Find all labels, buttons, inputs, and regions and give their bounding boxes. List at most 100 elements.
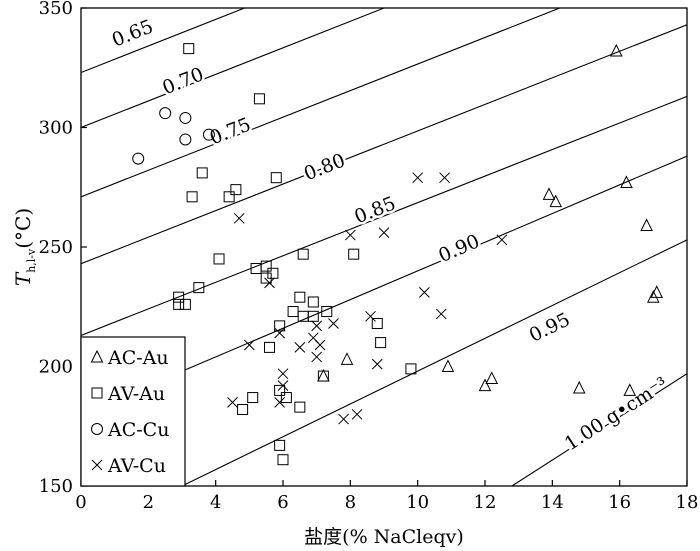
- legend-box: [80, 336, 186, 487]
- data-point-av-au: [294, 401, 306, 413]
- data-point-av-cu: [371, 358, 383, 370]
- x-tick-label: 6: [277, 492, 288, 513]
- y-axis: 150 200 250 300 350: [39, 0, 87, 497]
- data-point-av-au: [405, 363, 417, 375]
- density-label-0-85: 0.85: [351, 192, 398, 228]
- data-point-av-au: [274, 384, 286, 396]
- data-point-ac-au: [650, 285, 664, 298]
- data-point-av-cu: [496, 234, 508, 246]
- legend-marker-av-cu: [91, 459, 103, 471]
- density-line-1-00-g-cm: [511, 373, 687, 486]
- density-label-0-80: 0.80: [301, 149, 348, 185]
- density-label-0-90: 0.90: [435, 230, 483, 267]
- data-point-av-cu: [243, 339, 255, 351]
- data-point-av-cu: [311, 320, 323, 332]
- density-labels: 0.650.700.750.800.850.900.951.00 g•cm⁻³: [106, 13, 674, 458]
- legend-label-ac-au: AC-Au: [107, 347, 169, 369]
- x-axis-label: 盐度(% NaCleqv): [304, 526, 464, 548]
- data-point-ac-au: [609, 43, 623, 57]
- data-point-ac-au: [478, 378, 492, 392]
- data-point-av-cu: [227, 396, 238, 408]
- y-axis-label-main: T: [11, 271, 35, 286]
- data-point-av-au: [193, 282, 205, 294]
- data-point-av-cu: [264, 277, 275, 289]
- data-point-ac-cu: [202, 128, 215, 141]
- data-point-av-cu: [328, 318, 339, 329]
- data-point-ac-cu: [179, 133, 192, 146]
- data-point-av-au: [307, 296, 319, 308]
- x-axis: 0 2 4 6 8 10 12 14 16 18: [75, 480, 698, 513]
- data-point-av-au: [307, 310, 319, 322]
- data-point-ac-au: [623, 383, 637, 396]
- data-point-ac-au: [549, 194, 563, 208]
- y-tick-label: 300: [39, 118, 73, 139]
- data-point-ac-cu: [179, 111, 192, 124]
- x-tick-label: 10: [406, 492, 429, 513]
- data-point-av-cu: [338, 413, 349, 425]
- data-point-av-au: [173, 298, 185, 310]
- y-axis-label-sub: h,l-v: [25, 248, 38, 273]
- data-point-av-au: [287, 306, 299, 318]
- density-line-0-95: [181, 239, 687, 486]
- data-point-av-au: [280, 392, 292, 404]
- data-point-av-au: [375, 337, 387, 349]
- y-tick-label: 200: [39, 357, 73, 378]
- y-tick-label: 350: [39, 0, 73, 19]
- data-point-av-au: [321, 306, 333, 318]
- data-point-av-au: [230, 184, 242, 196]
- data-point-av-cu: [365, 310, 376, 322]
- data-point-av-au: [294, 291, 306, 303]
- data-point-av-au: [223, 191, 235, 203]
- data-point-av-au: [317, 370, 329, 382]
- data-point-av-cu: [277, 380, 289, 391]
- data-point-ac-au: [441, 359, 455, 372]
- data-point-av-au: [183, 43, 195, 55]
- series-ac-cu: [132, 107, 215, 165]
- data-point-av-cu: [294, 342, 306, 353]
- density-label-0-95: 0.95: [526, 308, 574, 346]
- density-line-0-70: [81, 8, 386, 129]
- data-point-ac-au: [340, 352, 354, 365]
- data-point-av-au: [260, 272, 272, 284]
- data-point-ac-au: [640, 218, 653, 231]
- data-point-ac-cu: [159, 107, 172, 120]
- data-point-av-cu: [307, 332, 319, 344]
- data-point-av-au: [196, 167, 208, 179]
- data-point-av-cu: [274, 327, 285, 339]
- x-tick-label: 18: [676, 492, 699, 513]
- density-line-0-75: [81, 8, 562, 198]
- density-line-0-85: [81, 95, 687, 336]
- data-point-ac-au: [542, 187, 556, 200]
- density-label-0-70: 0.70: [159, 63, 206, 99]
- data-point-av-cu: [412, 172, 424, 184]
- data-point-av-au: [348, 248, 360, 260]
- data-point-ac-au: [620, 175, 633, 188]
- data-point-av-au: [237, 404, 249, 416]
- density-line-0-80: [81, 24, 687, 265]
- y-axis-label: Th,l-v(°C): [11, 208, 38, 286]
- data-point-av-cu: [378, 227, 390, 239]
- x-tick-label: 14: [541, 492, 564, 513]
- series-av-au: [173, 43, 417, 466]
- data-point-ac-cu: [132, 152, 145, 165]
- data-point-av-au: [274, 439, 286, 451]
- data-point-av-cu: [419, 287, 430, 298]
- legend: AC-Au AV-Au AC-Cu AV-Cu: [80, 336, 186, 487]
- data-point-av-au: [179, 298, 191, 310]
- data-point-av-cu: [439, 172, 450, 184]
- data-point-ac-au: [572, 380, 586, 394]
- data-point-av-au: [253, 93, 265, 105]
- legend-marker-av-au: [91, 387, 103, 399]
- legend-label-av-cu: AV-Cu: [107, 455, 166, 477]
- data-point-ac-au: [317, 368, 330, 382]
- data-point-av-au: [173, 291, 185, 303]
- legend-marker-ac-cu: [91, 423, 103, 435]
- y-axis-label-unit: (°C): [11, 208, 35, 249]
- data-point-av-cu: [274, 396, 285, 408]
- legend-label-av-au: AV-Au: [107, 383, 165, 405]
- data-point-av-au: [270, 172, 282, 184]
- legend-marker-ac-au: [90, 349, 104, 363]
- x-tick-label: 16: [608, 492, 631, 513]
- data-point-av-cu: [277, 368, 289, 380]
